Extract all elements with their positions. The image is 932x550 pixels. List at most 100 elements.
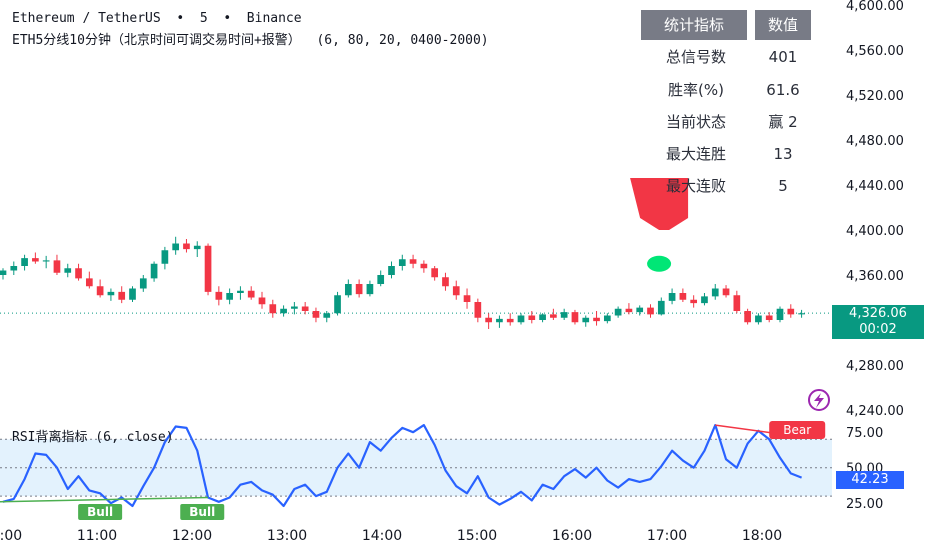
candle-body bbox=[161, 250, 169, 264]
candle-body bbox=[269, 304, 277, 314]
bull-divergence-line bbox=[0, 496, 209, 503]
buy-signal-dot bbox=[647, 255, 672, 272]
candle-body bbox=[75, 268, 82, 279]
rsi-title[interactable]: RSI背离指标 (6, close) bbox=[12, 430, 174, 445]
indicator-title[interactable]: ETH5分线10分钟（北京时间可调交易时间+报警） (6, 80, 20, 04… bbox=[12, 33, 489, 48]
stats-label: 最大连胜 bbox=[665, 145, 726, 163]
price-tick-label: 4,520.00 bbox=[846, 89, 904, 104]
stats-value: 61.6 bbox=[766, 81, 800, 99]
bear-label: Bear bbox=[783, 423, 811, 437]
candle-body bbox=[722, 288, 730, 296]
candle-body bbox=[614, 308, 622, 316]
candle-body bbox=[96, 286, 104, 296]
candle-body bbox=[744, 311, 751, 323]
candle-body bbox=[193, 245, 201, 250]
bear-label-box bbox=[769, 421, 826, 439]
stats-label: 总信号数 bbox=[665, 48, 726, 66]
candle-body bbox=[647, 307, 654, 315]
candle-body bbox=[431, 268, 439, 278]
stats-value: 赢 2 bbox=[768, 113, 798, 131]
candle-body bbox=[485, 317, 492, 323]
candle-body bbox=[733, 295, 741, 311]
candle-body bbox=[388, 266, 395, 275]
candle-body bbox=[787, 308, 795, 315]
candle-body bbox=[539, 314, 546, 320]
bar-countdown: 00:02 bbox=[859, 322, 897, 337]
candle-body bbox=[711, 288, 719, 297]
candle-body bbox=[506, 318, 514, 323]
candle-body bbox=[366, 284, 374, 295]
candle-body bbox=[280, 308, 287, 314]
candle-body bbox=[636, 307, 644, 313]
candle-body bbox=[582, 317, 590, 323]
time-tick-label: 10:00 bbox=[0, 528, 22, 544]
candle-body bbox=[237, 290, 244, 293]
candle-body bbox=[690, 299, 698, 304]
bull-label-2: Bull bbox=[189, 505, 215, 519]
bear-divergence-line bbox=[715, 424, 778, 435]
time-axis: 10:00 11:00 12:00 13:00 14:00 15:00 16:00 17:00… bbox=[0, 528, 782, 544]
time-tick-label: 18:00 bbox=[742, 528, 782, 544]
candlestick-series bbox=[0, 236, 805, 329]
candle-body bbox=[355, 284, 363, 295]
candle-body bbox=[603, 315, 611, 322]
candle-body bbox=[776, 308, 784, 320]
stats-label: 胜率(%) bbox=[668, 81, 724, 99]
candle-body bbox=[550, 314, 557, 318]
candle-body bbox=[420, 263, 428, 269]
stats-value: 13 bbox=[773, 145, 793, 163]
candle-body bbox=[409, 259, 417, 264]
candle-body bbox=[129, 288, 136, 300]
price-tick-label: 4,360.00 bbox=[846, 269, 904, 284]
candle-body bbox=[172, 243, 180, 251]
symbol-title[interactable]: Ethereum / TetherUS • 5 • Binance bbox=[12, 11, 302, 26]
flash-icon[interactable] bbox=[808, 389, 830, 411]
candle-body bbox=[755, 315, 762, 323]
price-tick-label: 4,440.00 bbox=[846, 179, 904, 194]
candle-body bbox=[150, 263, 158, 279]
rsi-value-badge: 42.23 bbox=[836, 471, 904, 489]
candle-body bbox=[463, 295, 471, 302]
candle-body bbox=[139, 278, 147, 289]
time-tick-label: 13:00 bbox=[267, 528, 307, 544]
candle-body bbox=[798, 313, 805, 315]
price-tick-label: 4,560.00 bbox=[846, 44, 904, 59]
candle-body bbox=[258, 297, 266, 305]
candle-body bbox=[442, 277, 449, 287]
price-axis: 4,600.00 4,560.00 4,520.00 4,480.00 4,440.00… bbox=[846, 0, 904, 512]
candle-body bbox=[42, 260, 50, 262]
price-tick-label: 4,280.00 bbox=[846, 359, 904, 374]
candle-body bbox=[344, 284, 352, 296]
last-price-value: 4,326.06 bbox=[849, 306, 907, 321]
price-tick-label: 4,600.00 bbox=[846, 0, 904, 14]
candle-body bbox=[657, 300, 665, 315]
candle-body bbox=[291, 306, 298, 309]
candle-body bbox=[496, 318, 503, 323]
candle-body bbox=[334, 295, 341, 314]
price-tick-label: 4,480.00 bbox=[846, 134, 904, 149]
candle-body bbox=[625, 308, 633, 313]
candle-body bbox=[85, 278, 93, 287]
candle-body bbox=[765, 315, 773, 320]
candle-body bbox=[323, 313, 331, 318]
candle-body bbox=[517, 315, 525, 323]
candle-body bbox=[32, 258, 39, 262]
candle-body bbox=[204, 245, 212, 292]
time-tick-label: 11:00 bbox=[77, 528, 117, 544]
bull-label-1: Bull bbox=[87, 505, 113, 519]
time-tick-label: 16:00 bbox=[552, 528, 592, 544]
candle-body bbox=[118, 291, 126, 300]
stats-label: 最大连败 bbox=[665, 177, 726, 195]
rsi-tick-label: 25.00 bbox=[846, 497, 883, 512]
time-tick-label: 14:00 bbox=[362, 528, 402, 544]
time-tick-label: 15:00 bbox=[457, 528, 497, 544]
time-tick-label: 17:00 bbox=[647, 528, 687, 544]
price-tick-label: 4,240.00 bbox=[846, 404, 904, 419]
rsi-tick-label: 75.00 bbox=[846, 426, 883, 441]
candle-body bbox=[247, 290, 255, 298]
stats-label: 当前状态 bbox=[665, 113, 726, 131]
candle-body bbox=[398, 259, 406, 266]
candle-body bbox=[560, 312, 568, 318]
candle-body bbox=[679, 293, 687, 300]
